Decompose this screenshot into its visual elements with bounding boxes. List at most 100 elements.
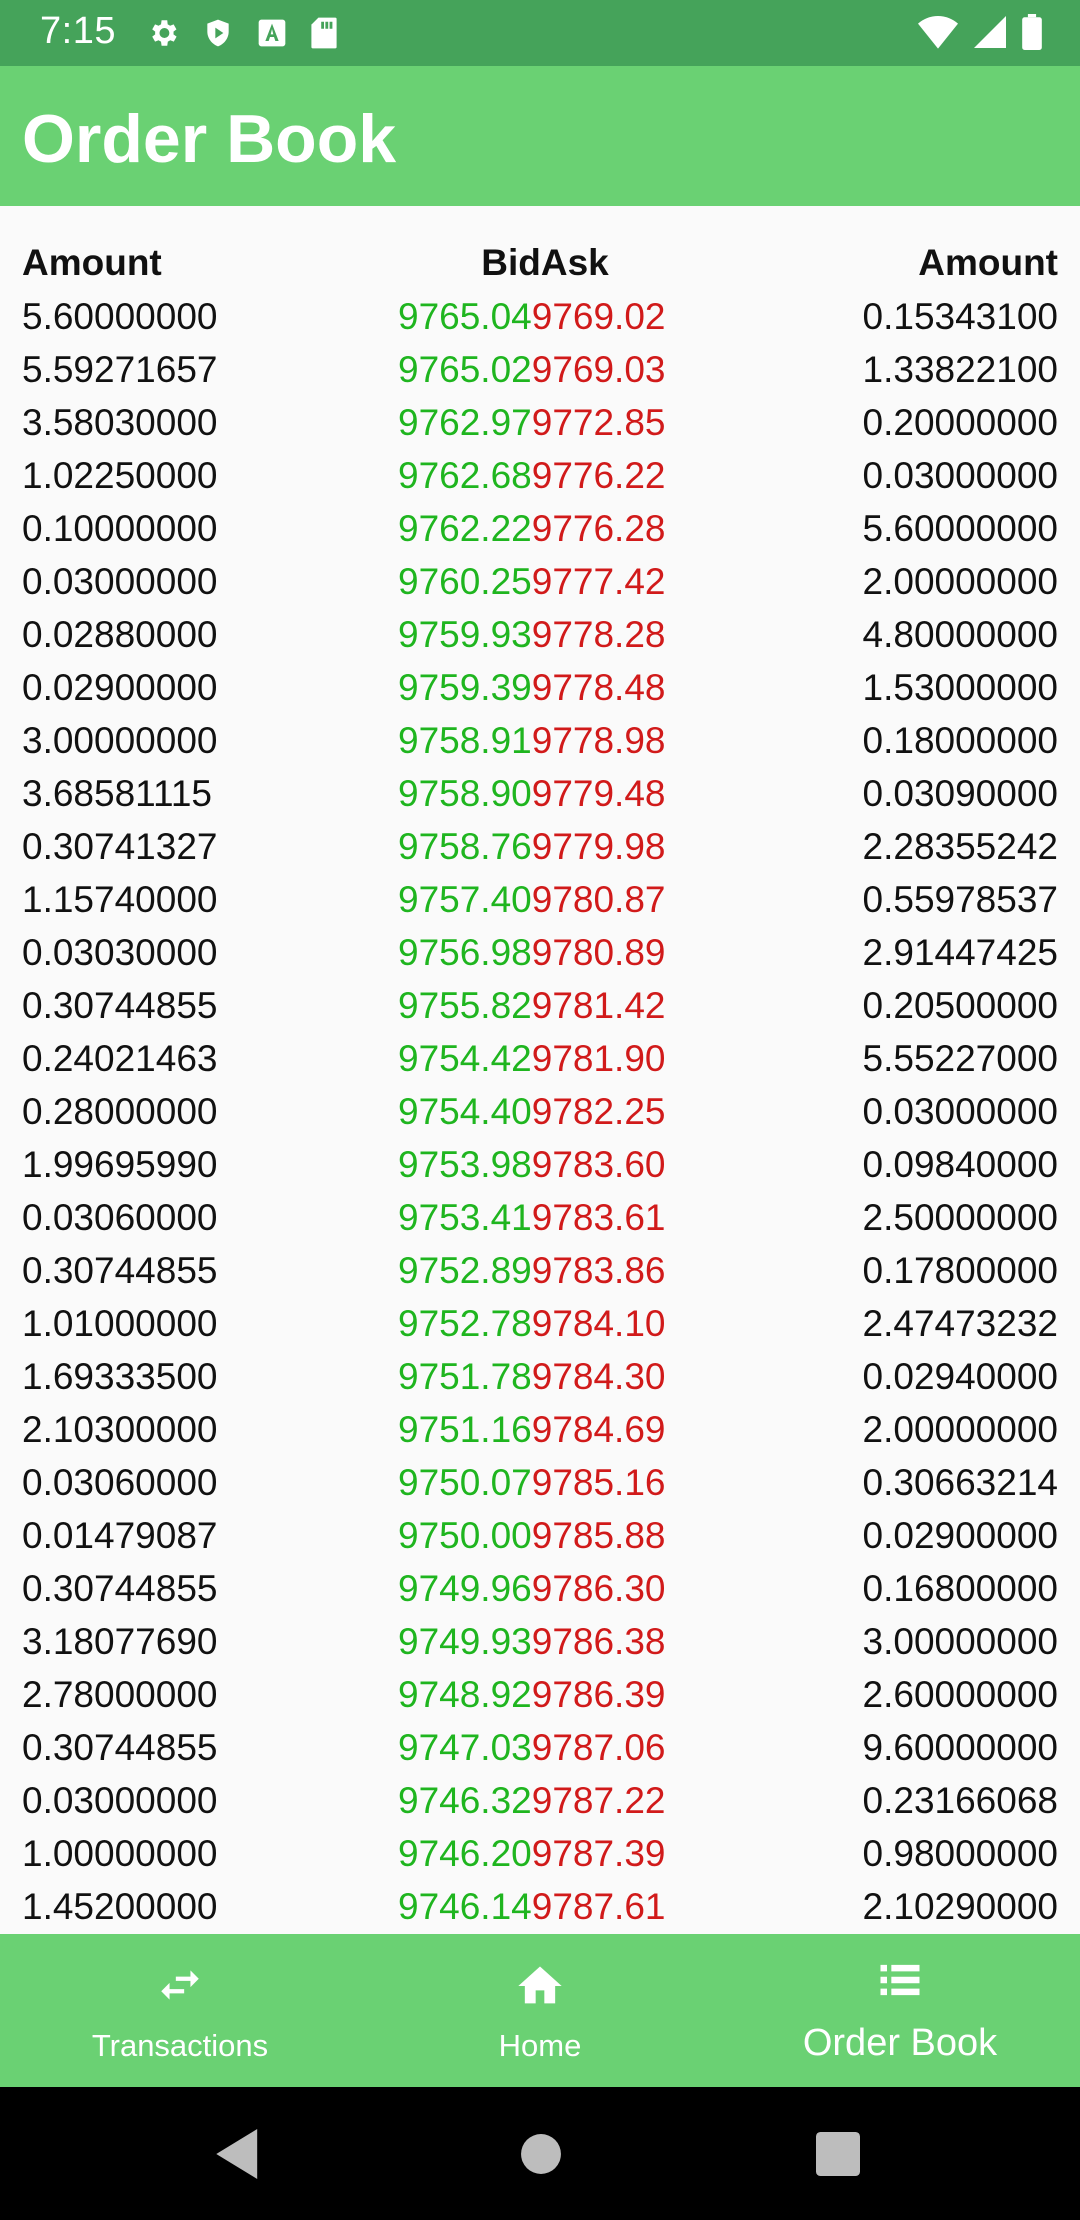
bid-amount: 0.30744855 (22, 985, 218, 1026)
table-row: 0.03060000 9750.079785.16 0.30663214 (0, 1462, 1080, 1515)
bid-amount: 2.10300000 (22, 1409, 218, 1450)
bid-price: 9756.98 (398, 932, 532, 973)
bidask-cell: 9756.989780.89 (398, 932, 666, 974)
nav-order-book[interactable]: Order Book (720, 1934, 1080, 2087)
bidask-cell: 9762.689776.22 (398, 455, 666, 497)
table-row: 1.45200000 9746.149787.61 2.10290000 (0, 1886, 1080, 1934)
table-row: 0.24021463 9754.429781.90 5.55227000 (0, 1038, 1080, 1091)
ask-price: 9783.86 (531, 1250, 666, 1291)
bid-price: 9751.16 (398, 1409, 532, 1450)
system-navigation-bar (0, 2087, 1080, 2220)
ask-amount: 2.28355242 (862, 826, 1058, 867)
bid-amount: 0.02880000 (22, 614, 218, 655)
recents-square-icon[interactable] (816, 2129, 860, 2184)
bid-price: 9749.96 (398, 1568, 532, 1609)
bid-amount: 0.28000000 (22, 1091, 218, 1132)
ask-amount: 0.20500000 (862, 985, 1058, 1026)
bid-price: 9752.89 (398, 1250, 532, 1291)
ask-amount: 4.80000000 (862, 614, 1058, 655)
bid-amount: 0.03060000 (22, 1462, 218, 1503)
table-row: 5.60000000 9765.049769.02 0.15343100 (0, 296, 1080, 349)
ask-price: 9778.98 (531, 720, 666, 761)
bid-price: 9753.41 (398, 1197, 532, 1238)
ask-price: 9784.69 (531, 1409, 666, 1450)
bid-price: 9749.93 (398, 1621, 532, 1662)
bidask-cell: 9758.769779.98 (398, 826, 666, 868)
ask-price: 9769.03 (531, 349, 666, 390)
ask-amount: 9.60000000 (862, 1727, 1058, 1768)
ask-price: 9783.60 (531, 1144, 666, 1185)
bid-price: 9762.68 (398, 455, 532, 496)
nav-label-transactions: Transactions (91, 2028, 269, 2063)
bidask-cell: 9758.909779.48 (398, 773, 666, 815)
bid-price: 9750.07 (398, 1462, 532, 1503)
ask-price: 9782.25 (531, 1091, 666, 1132)
home-circle-icon[interactable] (520, 2129, 562, 2184)
ask-price: 9787.39 (531, 1833, 666, 1874)
header-bidask: BidAsk (481, 242, 609, 283)
bid-price: 9748.92 (398, 1674, 532, 1715)
ask-amount: 0.30663214 (862, 1462, 1058, 1503)
table-row: 0.02880000 9759.939778.28 4.80000000 (0, 614, 1080, 667)
table-row: 2.10300000 9751.169784.69 2.00000000 (0, 1409, 1080, 1462)
bidask-cell: 9746.209787.39 (398, 1833, 666, 1875)
bidask-cell: 9762.229776.28 (398, 508, 666, 550)
table-row: 3.58030000 9762.979772.85 0.20000000 (0, 402, 1080, 455)
bid-amount: 3.58030000 (22, 402, 218, 443)
bid-amount: 3.18077690 (22, 1621, 218, 1662)
bid-price: 9760.25 (398, 561, 532, 602)
nav-transactions[interactable]: Transactions (0, 1934, 360, 2087)
bid-price: 9762.97 (398, 402, 532, 443)
table-row: 0.30741327 9758.769779.98 2.28355242 (0, 826, 1080, 879)
ask-amount: 0.03000000 (862, 455, 1058, 496)
table-row: 0.03060000 9753.419783.61 2.50000000 (0, 1197, 1080, 1250)
bid-price: 9758.90 (398, 773, 532, 814)
bidask-cell: 9762.979772.85 (398, 402, 666, 444)
table-row: 1.99695990 9753.989783.60 0.09840000 (0, 1144, 1080, 1197)
ask-amount: 5.60000000 (862, 508, 1058, 549)
bid-price: 9754.40 (398, 1091, 532, 1132)
bid-price: 9759.39 (398, 667, 532, 708)
page-title: Order Book (22, 101, 397, 177)
ask-price: 9769.02 (531, 296, 666, 337)
ask-price: 9786.38 (531, 1621, 666, 1662)
ask-amount: 0.18000000 (862, 720, 1058, 761)
table-row: 0.30744855 9749.969786.30 0.16800000 (0, 1568, 1080, 1621)
table-row: 0.02900000 9759.399778.48 1.53000000 (0, 667, 1080, 720)
bidask-cell: 9751.789784.30 (398, 1356, 666, 1398)
ask-price: 9783.61 (531, 1197, 666, 1238)
bidask-cell: 9758.919778.98 (398, 720, 666, 762)
ask-amount: 5.55227000 (862, 1038, 1058, 1079)
ask-price: 9776.28 (531, 508, 666, 549)
bid-amount: 1.00000000 (22, 1833, 218, 1874)
ask-price: 9779.48 (531, 773, 666, 814)
bidask-cell: 9755.829781.42 (398, 985, 666, 1027)
nav-label-home: Home (498, 2028, 582, 2063)
gear-icon (146, 16, 180, 55)
nav-home[interactable]: Home (360, 1934, 720, 2087)
back-icon[interactable] (216, 2129, 262, 2184)
order-book-table[interactable]: Amount BidAsk Amount 5.60000000 9765.0497… (0, 206, 1080, 1934)
ask-amount: 0.16800000 (862, 1568, 1058, 1609)
table-rows: 5.60000000 9765.049769.02 0.15343100 5.5927… (0, 296, 1080, 1934)
table-row: 1.01000000 9752.789784.10 2.47473232 (0, 1303, 1080, 1356)
bidask-cell: 9746.149787.61 (398, 1886, 666, 1928)
bid-price: 9747.03 (398, 1727, 532, 1768)
bid-price: 9759.93 (398, 614, 532, 655)
nav-label-order-book: Order Book (802, 2022, 998, 2064)
status-icons-left (146, 16, 338, 55)
ask-amount: 3.00000000 (862, 1621, 1058, 1662)
list-icon (872, 1954, 928, 2011)
ask-amount: 2.00000000 (862, 561, 1058, 602)
bidask-cell: 9752.789784.10 (398, 1303, 666, 1345)
ask-price: 9781.90 (531, 1038, 666, 1079)
ask-price: 9779.98 (531, 826, 666, 867)
bid-amount: 0.30744855 (22, 1727, 218, 1768)
bidask-cell: 9753.989783.60 (398, 1144, 666, 1186)
bid-price: 9746.14 (398, 1886, 532, 1927)
bidask-cell: 9759.399778.48 (398, 667, 666, 709)
table-row: 1.69333500 9751.789784.30 0.02940000 (0, 1356, 1080, 1409)
swap-arrows-icon (152, 1960, 208, 2015)
bid-amount: 1.99695990 (22, 1144, 218, 1185)
bid-amount: 1.15740000 (22, 879, 218, 920)
